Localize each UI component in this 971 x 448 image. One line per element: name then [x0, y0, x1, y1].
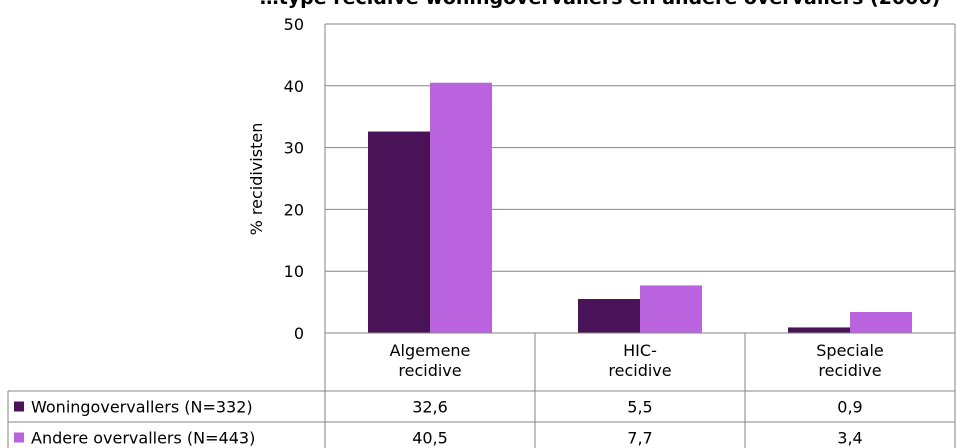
- category-label: HIC-: [623, 341, 657, 360]
- bar-andere-overvallers-0: [430, 83, 492, 333]
- bars: [368, 83, 912, 333]
- data-value: 40,5: [412, 429, 448, 448]
- y-axis-label: % recidivisten: [247, 123, 266, 236]
- data-value: 32,6: [412, 398, 448, 417]
- legend-key-0: [14, 402, 24, 412]
- category-label: Algemene: [390, 341, 471, 360]
- data-value: 5,5: [627, 398, 652, 417]
- y-tick-label: 50: [284, 15, 304, 34]
- y-tick-label: 30: [284, 139, 304, 158]
- bar-woningovervallers-2: [788, 327, 850, 333]
- data-table: AlgemenerecidiveHIC-recidiveSpecialereci…: [8, 333, 955, 448]
- category-label: recidive: [398, 361, 461, 380]
- legend-key-1: [14, 433, 24, 443]
- y-tick-label: 10: [284, 262, 304, 281]
- bar-andere-overvallers-2: [850, 312, 912, 333]
- legend-label: Woningovervallers (N=332): [31, 398, 253, 417]
- chart-title: …type recidive woningovervallers en ande…: [260, 0, 941, 9]
- bar-woningovervallers-1: [578, 299, 640, 333]
- bar-woningovervallers-0: [368, 132, 430, 333]
- category-label: Speciale: [816, 341, 884, 360]
- y-tick-labels: 0 10 20 30 40 50: [284, 15, 304, 343]
- data-value: 7,7: [627, 429, 652, 448]
- legend-label: Andere overvallers (N=443): [31, 429, 255, 448]
- y-tick-label: 40: [284, 77, 304, 96]
- category-label: recidive: [608, 361, 671, 380]
- bar-andere-overvallers-1: [640, 285, 702, 333]
- y-tick-label: 20: [284, 200, 304, 219]
- data-value: 0,9: [837, 398, 862, 417]
- y-tick-label: 0: [294, 324, 304, 343]
- data-value: 3,4: [837, 429, 862, 448]
- category-label: recidive: [818, 361, 881, 380]
